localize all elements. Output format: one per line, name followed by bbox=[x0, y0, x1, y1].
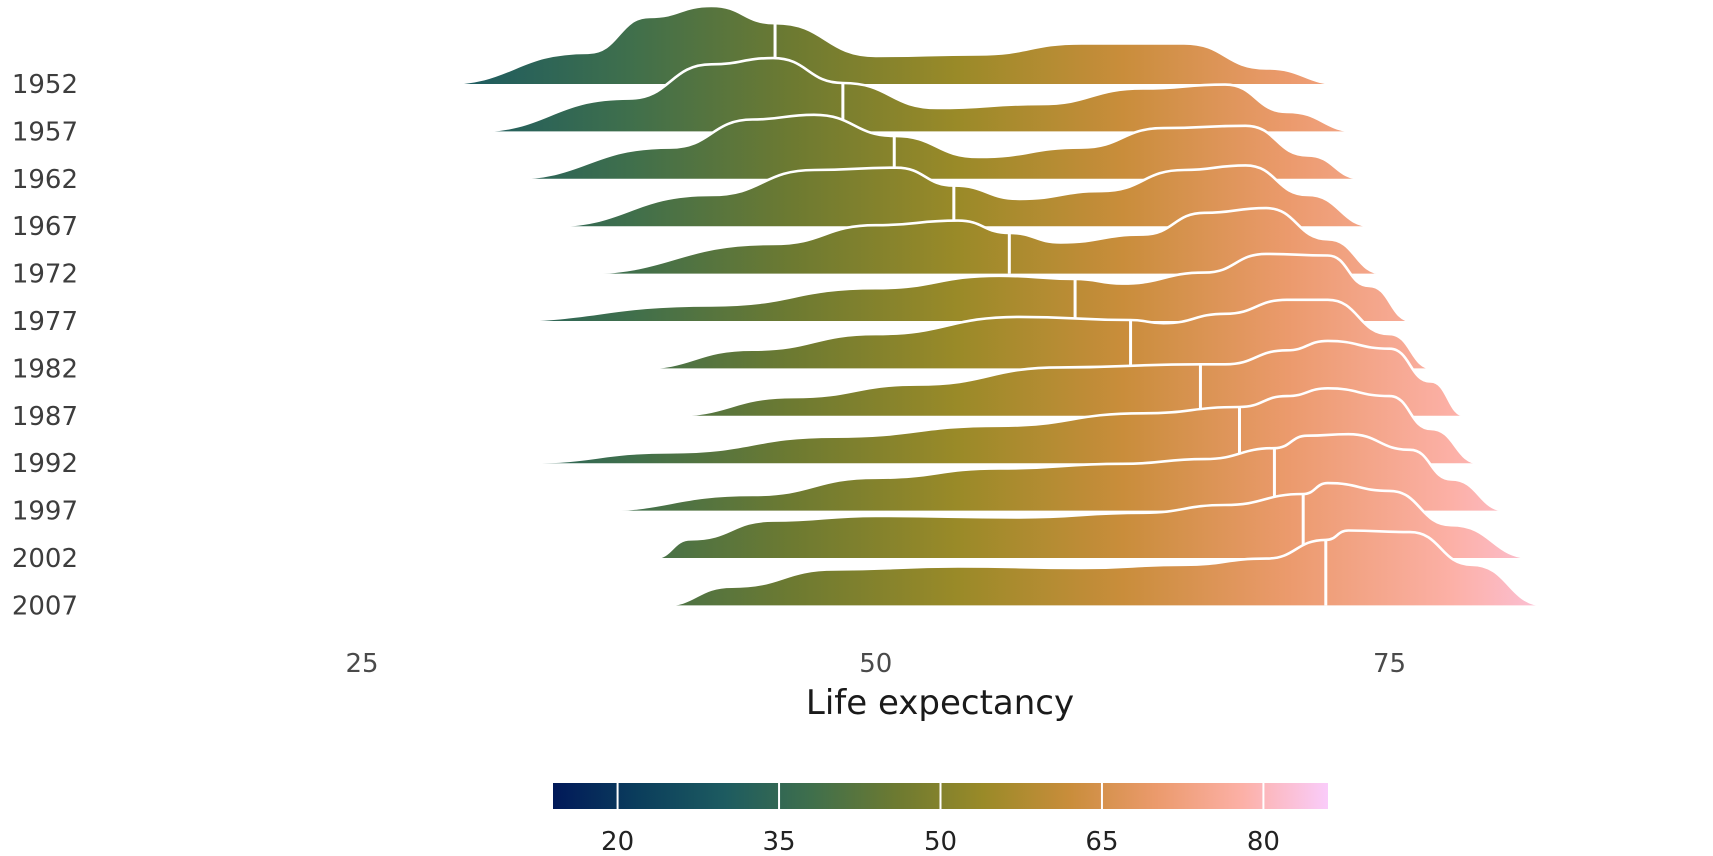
y-tick-label-2002: 2002 bbox=[12, 544, 78, 574]
y-tick-label-1972: 1972 bbox=[12, 260, 78, 290]
ridges bbox=[333, 4, 1546, 607]
ridge-1952 bbox=[440, 6, 1343, 84]
ridge-1972 bbox=[575, 208, 1384, 274]
y-axis-ticks: 1952 1957 1962 1967 1972 1977 1982 1987 1992 1997… bbox=[12, 70, 78, 621]
y-tick-label-1977: 1977 bbox=[12, 307, 78, 337]
y-tick-label-2007: 2007 bbox=[12, 591, 78, 621]
y-tick-label-1982: 1982 bbox=[12, 354, 78, 384]
ridge-1977 bbox=[489, 253, 1413, 321]
ridge-1982 bbox=[637, 299, 1433, 369]
ridge-1957 bbox=[470, 58, 1359, 132]
ridge-outline-2007 bbox=[661, 529, 1546, 607]
y-tick-label-1987: 1987 bbox=[12, 402, 78, 432]
colorbar-tick-label-50: 50 bbox=[924, 827, 957, 856]
ridge-1992 bbox=[333, 388, 1480, 464]
ridge-outline-2002 bbox=[653, 481, 1534, 560]
y-tick-label-1957: 1957 bbox=[12, 117, 78, 147]
ridge-outline-1962 bbox=[505, 113, 1363, 181]
ridge-outline-1987 bbox=[668, 339, 1466, 418]
ridge-outline-1952 bbox=[440, 4, 1343, 86]
ridge-outline-1967 bbox=[546, 164, 1374, 228]
ridge-outline-1977 bbox=[489, 252, 1413, 323]
ridge-outline-1997 bbox=[590, 432, 1507, 512]
ridge-outline-1992 bbox=[333, 386, 1481, 465]
ridge-1967 bbox=[547, 165, 1374, 227]
ridge-1997 bbox=[590, 434, 1507, 511]
ridge-outline-1982 bbox=[637, 298, 1433, 370]
x-tick-label-25: 25 bbox=[345, 649, 378, 679]
ridge-1987 bbox=[668, 340, 1466, 416]
colorbar-legend: 20 35 50 65 80 bbox=[553, 783, 1328, 856]
y-tick-label-1962: 1962 bbox=[12, 165, 78, 195]
ridge-outline-1957 bbox=[470, 56, 1359, 133]
y-tick-label-1967: 1967 bbox=[12, 212, 78, 242]
ridge-2002 bbox=[653, 483, 1534, 558]
x-axis-label: Life expectancy bbox=[806, 683, 1074, 723]
colorbar-tick-label-35: 35 bbox=[762, 827, 795, 856]
colorbar-tick-label-65: 65 bbox=[1085, 827, 1118, 856]
x-axis-ticks: 25 50 75 bbox=[345, 649, 1406, 679]
colorbar-tick-label-20: 20 bbox=[601, 827, 634, 856]
y-tick-label-1997: 1997 bbox=[12, 497, 78, 527]
colorbar-tick-label-80: 80 bbox=[1247, 827, 1280, 856]
x-tick-label-50: 50 bbox=[859, 649, 892, 679]
y-tick-label-1992: 1992 bbox=[12, 449, 78, 479]
ridge-outline-1972 bbox=[575, 206, 1384, 275]
y-tick-label-1952: 1952 bbox=[12, 70, 78, 100]
x-tick-label-75: 75 bbox=[1373, 649, 1406, 679]
